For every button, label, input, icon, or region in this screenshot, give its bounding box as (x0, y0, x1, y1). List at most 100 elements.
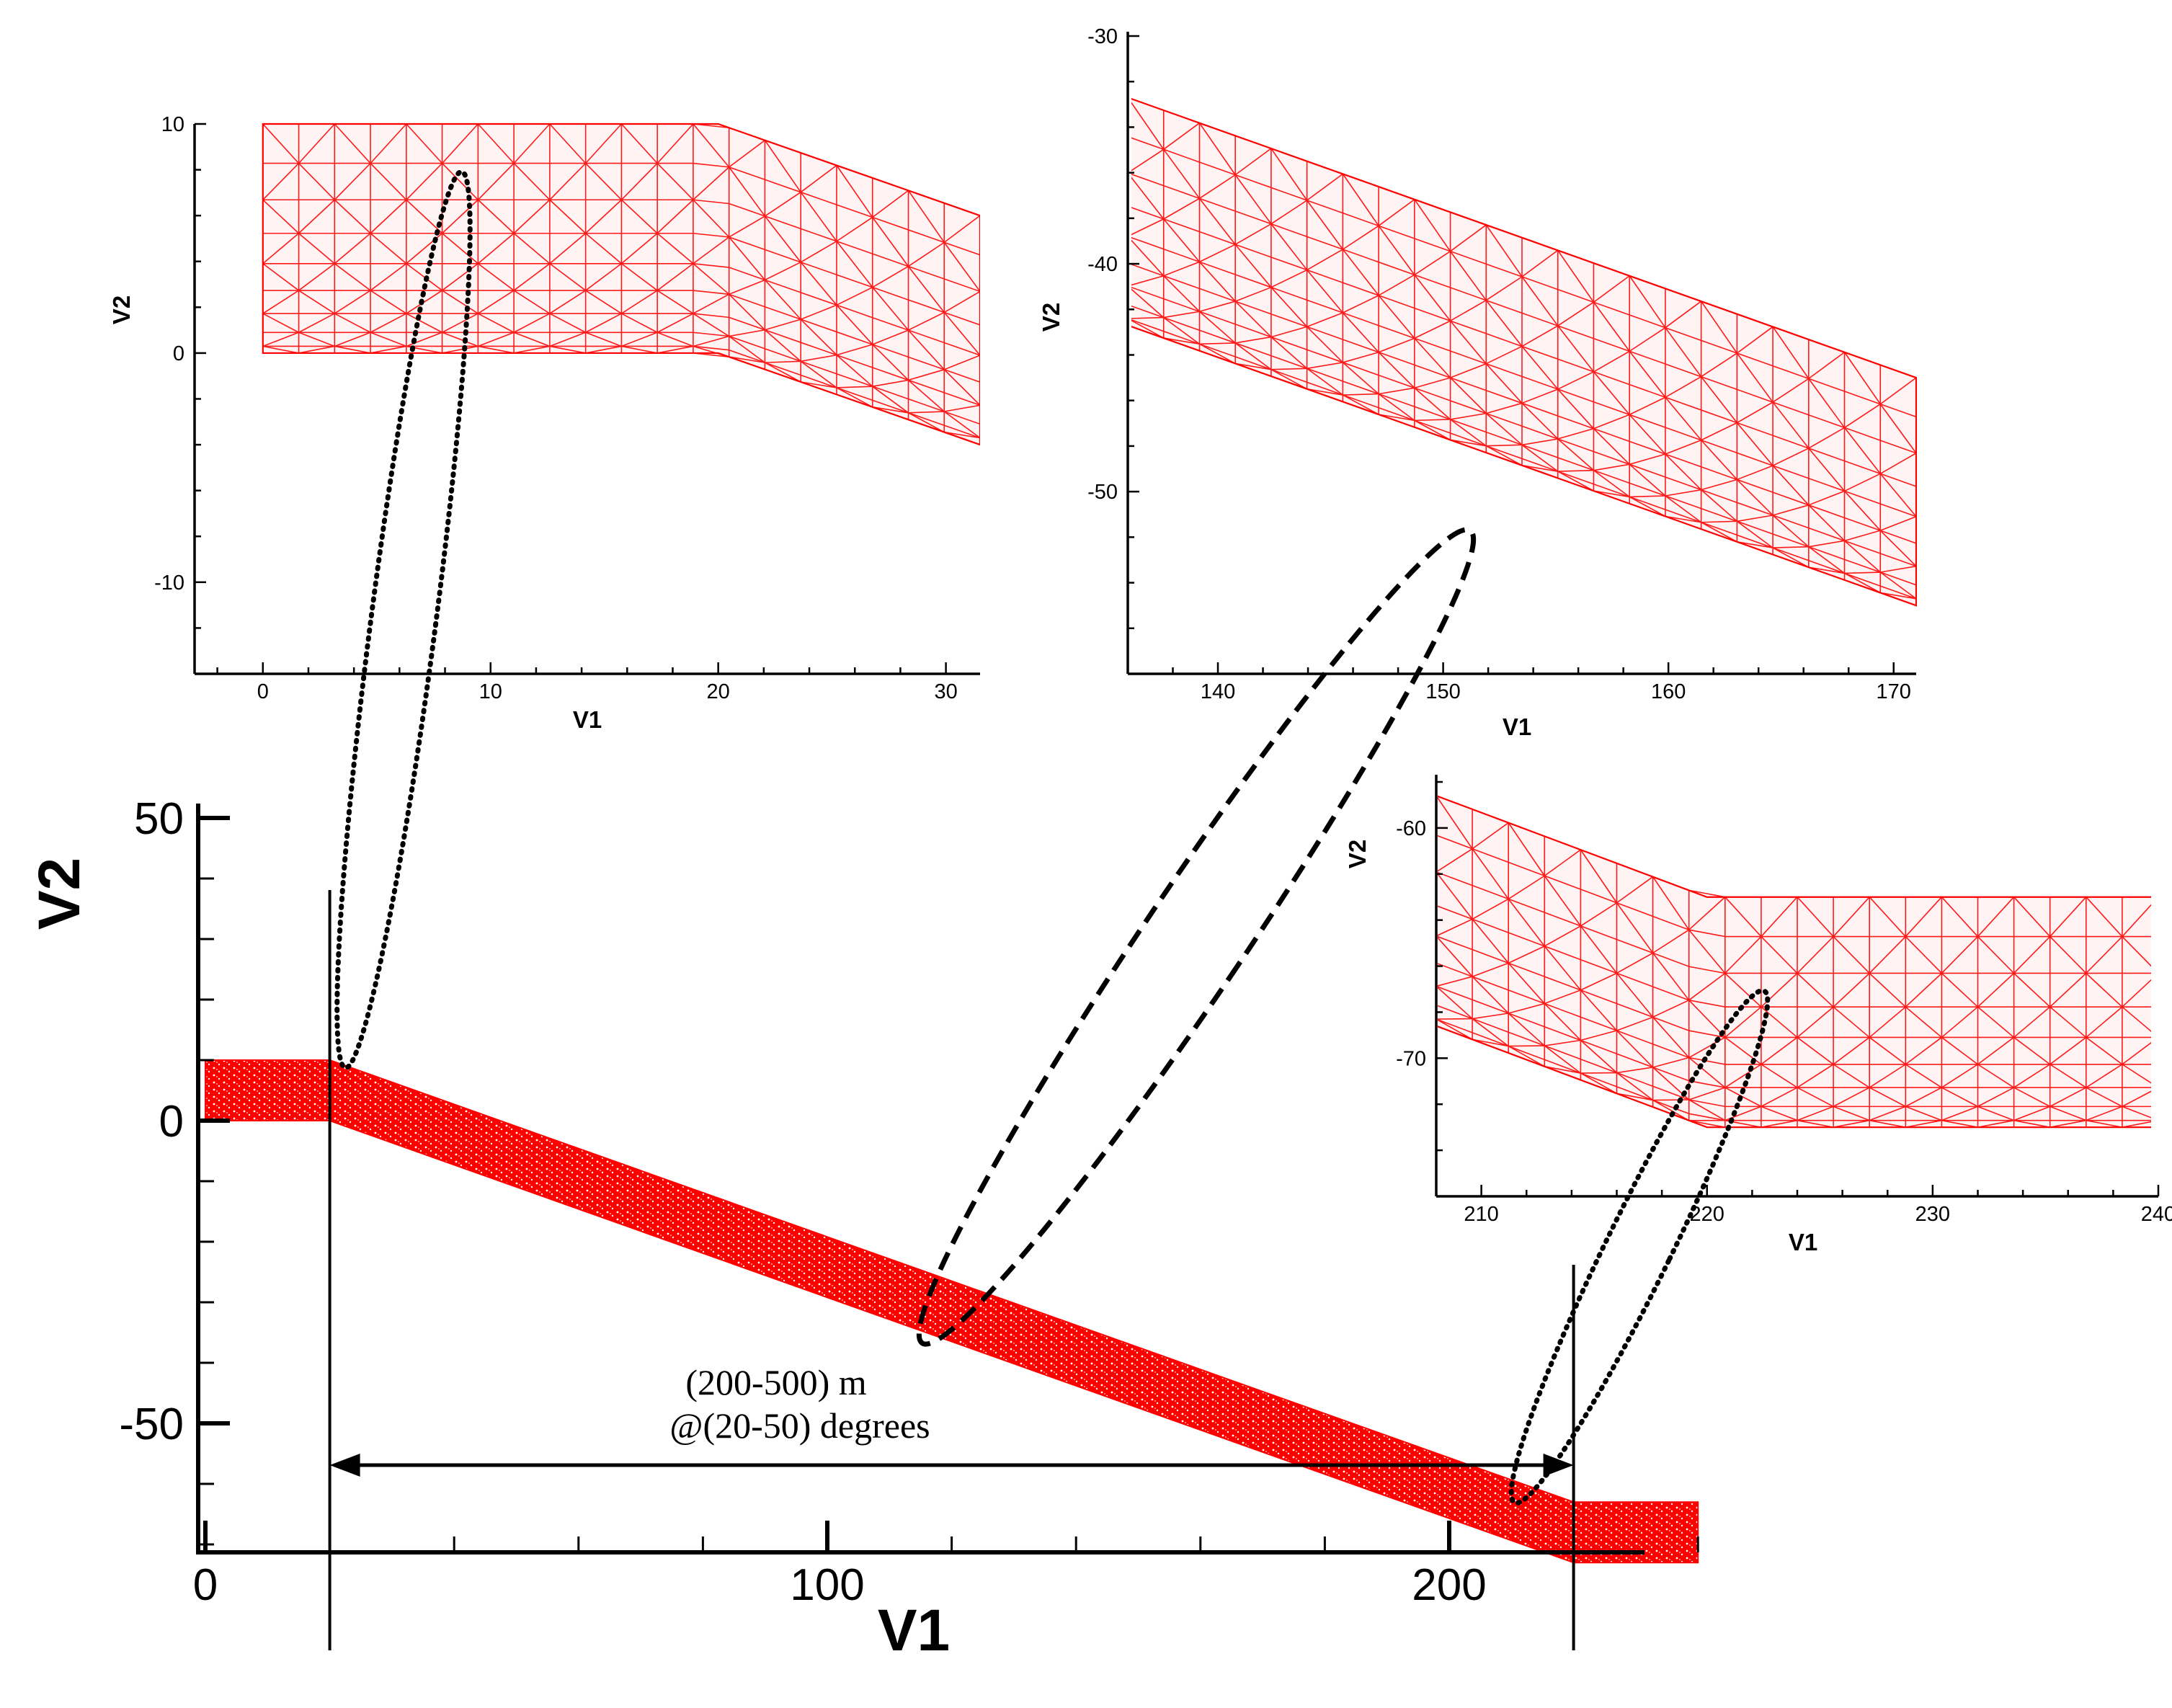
mesh-edge (1629, 495, 1665, 498)
mesh-edge (513, 199, 551, 234)
mesh-edge (764, 329, 801, 362)
mesh-edge (908, 369, 945, 381)
mesh-edge (908, 411, 945, 414)
mesh-edge (262, 332, 299, 347)
mesh-edge (1879, 377, 1917, 405)
mesh-edge (1905, 972, 1942, 1008)
mesh-edge (729, 166, 766, 217)
inset-top-right-x-title: V1 (1503, 713, 1531, 740)
main-y-tick-label: 0 (159, 1097, 184, 1147)
mesh-edge (1521, 276, 1559, 326)
mesh-edge (2049, 1087, 2087, 1108)
mesh-edge (1521, 444, 1559, 472)
tl-x-tick-label: 0 (257, 680, 269, 703)
mesh-edge (1797, 936, 1834, 974)
mesh-edge (907, 266, 945, 313)
mesh-edge (1977, 1006, 2015, 1038)
mesh-edge (1688, 1087, 1726, 1100)
inset-right-mesh (1438, 795, 2151, 1129)
mesh-edge (943, 411, 980, 439)
mesh-edge (442, 263, 479, 291)
mesh-edge (1629, 350, 1666, 398)
mesh-edge (2013, 972, 2051, 1008)
mesh-edge (549, 345, 586, 354)
mesh-edge (1342, 312, 1379, 353)
inset-top-left: 0 10 20 30 10 0 -10 V1 V2 (108, 113, 980, 733)
mesh-edge (1414, 419, 1451, 441)
mesh-edge (1270, 326, 1307, 338)
inset-top-left-y-title: V2 (108, 295, 135, 324)
mesh-edge (1485, 445, 1523, 466)
mesh-edge (2086, 1119, 2123, 1128)
mesh-edge (2013, 1064, 2051, 1088)
mesh-edge (477, 163, 515, 200)
mesh-edge (585, 199, 622, 234)
mesh-edge (1521, 465, 1558, 472)
mesh-edge (1485, 413, 1523, 445)
mesh-edge (1485, 224, 1523, 277)
mesh-edge (943, 215, 980, 243)
mesh-edge (1593, 490, 1630, 498)
mesh-edge (1665, 489, 1701, 497)
main-chart: (200-500) m @(20-50) degrees 0 100 200 50 0 -… (27, 794, 1699, 1663)
mesh-edge (1833, 1006, 1870, 1038)
mesh-edge (1616, 1030, 1654, 1068)
mesh-edge (1508, 962, 1545, 1005)
mesh-edge (1235, 336, 1272, 344)
mesh-edge (1665, 439, 1701, 455)
mesh-edge (1508, 898, 1545, 947)
mesh-edge (298, 332, 335, 347)
mesh-edge (657, 263, 694, 291)
mesh-edge (1652, 1099, 1690, 1121)
mesh-edge (1508, 946, 1545, 964)
mesh-edge (1833, 972, 1870, 1008)
mesh-edge (262, 263, 300, 291)
mesh-edge (1378, 387, 1415, 395)
mesh-edge (1833, 1064, 1870, 1088)
mesh-edge (549, 290, 587, 314)
inset-right-x-title: V1 (1789, 1229, 1817, 1255)
mesh-edge (1905, 1036, 1942, 1065)
mesh-edge (1378, 225, 1415, 275)
mesh-edge (657, 233, 694, 264)
length-annotation: (200-500) m (685, 1362, 866, 1402)
mesh-edge (1833, 1119, 1870, 1128)
mesh-edge (1307, 270, 1343, 313)
mesh-edge (1905, 1064, 1942, 1088)
mesh-edge (1736, 401, 1773, 424)
mesh-edge (1342, 173, 1379, 226)
mesh-edge (370, 313, 407, 333)
main-x-axis-title: V1 (878, 1598, 950, 1663)
mesh-edge (908, 311, 945, 331)
mesh-edge (872, 329, 909, 345)
inset-top-right-y-title: V2 (1038, 303, 1064, 332)
mesh-edge (1652, 876, 1690, 930)
mesh-edge (441, 123, 479, 164)
mesh-edge (1593, 463, 1630, 471)
mesh-edge (2013, 1036, 2051, 1065)
mesh-edge (1905, 1106, 1942, 1121)
mesh-edge (1544, 946, 1582, 991)
mesh-edge (1508, 1013, 1545, 1046)
main-x-tick-label: 100 (790, 1560, 864, 1610)
mesh-edge (477, 233, 515, 264)
mesh-edge (1688, 972, 1726, 1001)
mesh-edge (334, 163, 371, 200)
mesh-edge (513, 313, 551, 333)
mesh-edge (1593, 371, 1630, 415)
mesh-edge (1616, 1072, 1654, 1101)
mesh-edge (549, 332, 586, 347)
mesh-edge (1198, 311, 1236, 344)
mesh-edge (1199, 244, 1236, 263)
mesh-edge (1163, 148, 1201, 199)
mesh-edge (800, 319, 837, 356)
mesh-edge (1736, 326, 1773, 354)
tr-y-tick-label: -50 (1087, 481, 1118, 504)
inset-top-right: 140 150 160 170 -30 -40 -50 V1 V2 (1038, 25, 1917, 740)
mesh-edge (1761, 1087, 1798, 1108)
mesh-edge (513, 345, 551, 354)
mesh-edge (1736, 520, 1773, 548)
mesh-edge (1977, 1119, 2014, 1128)
mesh-edge (1414, 251, 1451, 276)
mesh-edge (1557, 249, 1595, 303)
